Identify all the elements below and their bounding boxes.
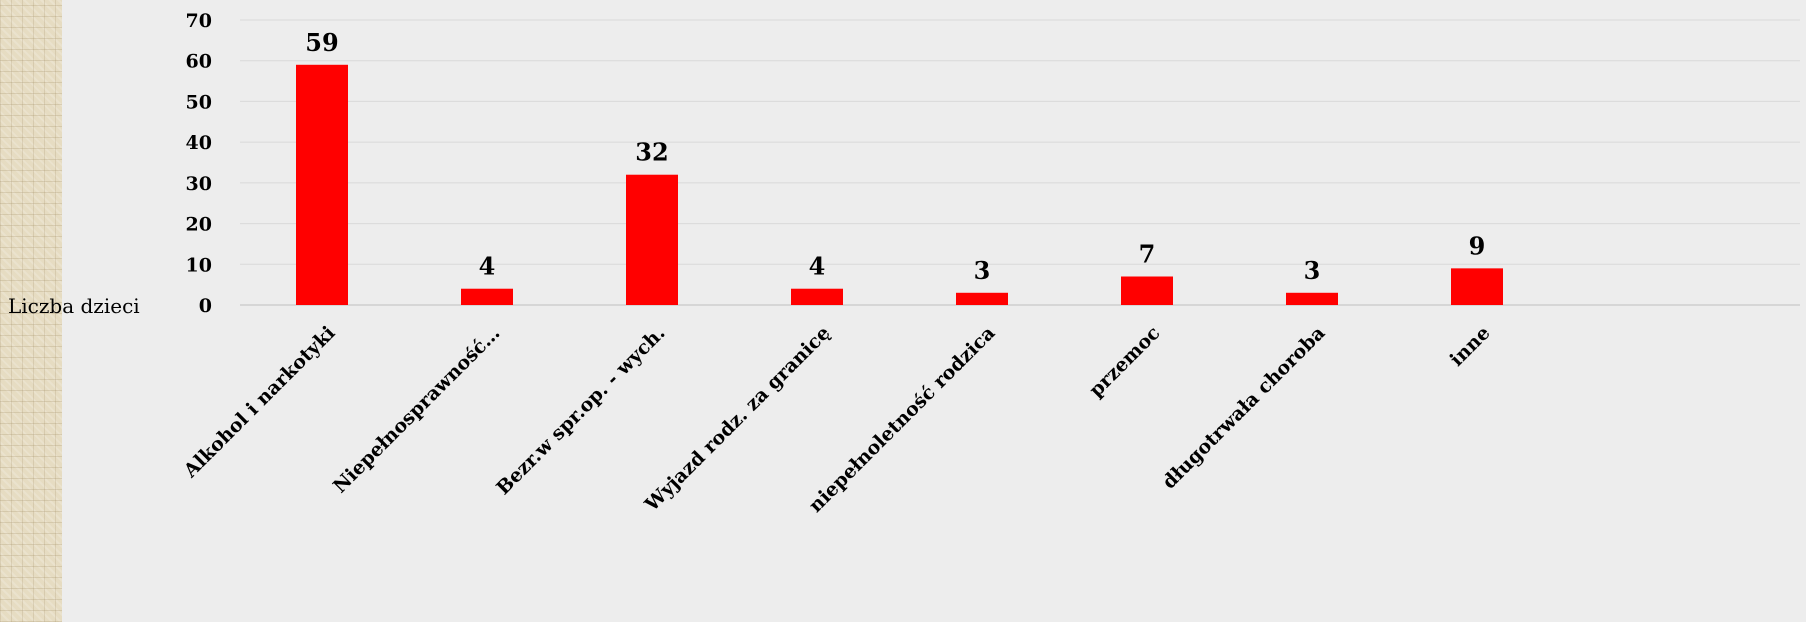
y-tick-label: 20 [186, 214, 212, 236]
y-tick-label: 10 [186, 254, 212, 276]
y-tick-label: 0 [199, 295, 212, 317]
data-labels: 59 4 32 4 3 7 3 9 [305, 28, 1485, 285]
gridlines [240, 19, 1800, 306]
data-label: 4 [809, 252, 826, 281]
data-label: 3 [974, 256, 991, 285]
bar [1286, 292, 1338, 305]
x-category-label: inne [1446, 322, 1495, 371]
x-category-label: Bezr.w spr.op. - wych. [492, 322, 669, 499]
bar [296, 64, 348, 306]
bar [956, 292, 1008, 305]
data-label: 9 [1469, 231, 1486, 260]
data-label: 4 [479, 252, 496, 281]
y-axis-tick-labels: 0 10 20 30 40 50 60 70 [186, 10, 212, 317]
data-label: 3 [1304, 256, 1321, 285]
x-category-label: Wyjazd rodz. za granicę [640, 322, 834, 516]
y-tick-label: 30 [186, 173, 212, 195]
series-name-label: Liczba dzieci [8, 294, 140, 318]
y-tick-label: 50 [186, 91, 212, 113]
data-label: 7 [1139, 240, 1156, 269]
bars [296, 64, 1503, 306]
bar [1451, 268, 1503, 305]
x-category-label: niepełnoletność rodzica [805, 322, 1000, 517]
data-label: 32 [635, 138, 668, 167]
x-category-label: przemoc [1085, 322, 1165, 402]
x-category-label: długotrwała choroba [1158, 322, 1329, 493]
decorative-texture-strip [0, 0, 62, 622]
y-tick-label: 40 [186, 132, 212, 154]
bar [626, 174, 678, 305]
y-tick-label: 70 [186, 10, 212, 32]
bar [791, 288, 843, 305]
x-category-label: Niepełnosprawność… [329, 322, 505, 498]
data-label: 59 [305, 28, 338, 57]
x-axis-category-labels: Alkohol i narkotykiNiepełnosprawność…Bez… [179, 322, 1495, 517]
y-tick-label: 60 [186, 51, 212, 73]
bar [461, 288, 513, 305]
x-category-label: Alkohol i narkotyki [179, 322, 340, 483]
bar [1121, 276, 1173, 305]
